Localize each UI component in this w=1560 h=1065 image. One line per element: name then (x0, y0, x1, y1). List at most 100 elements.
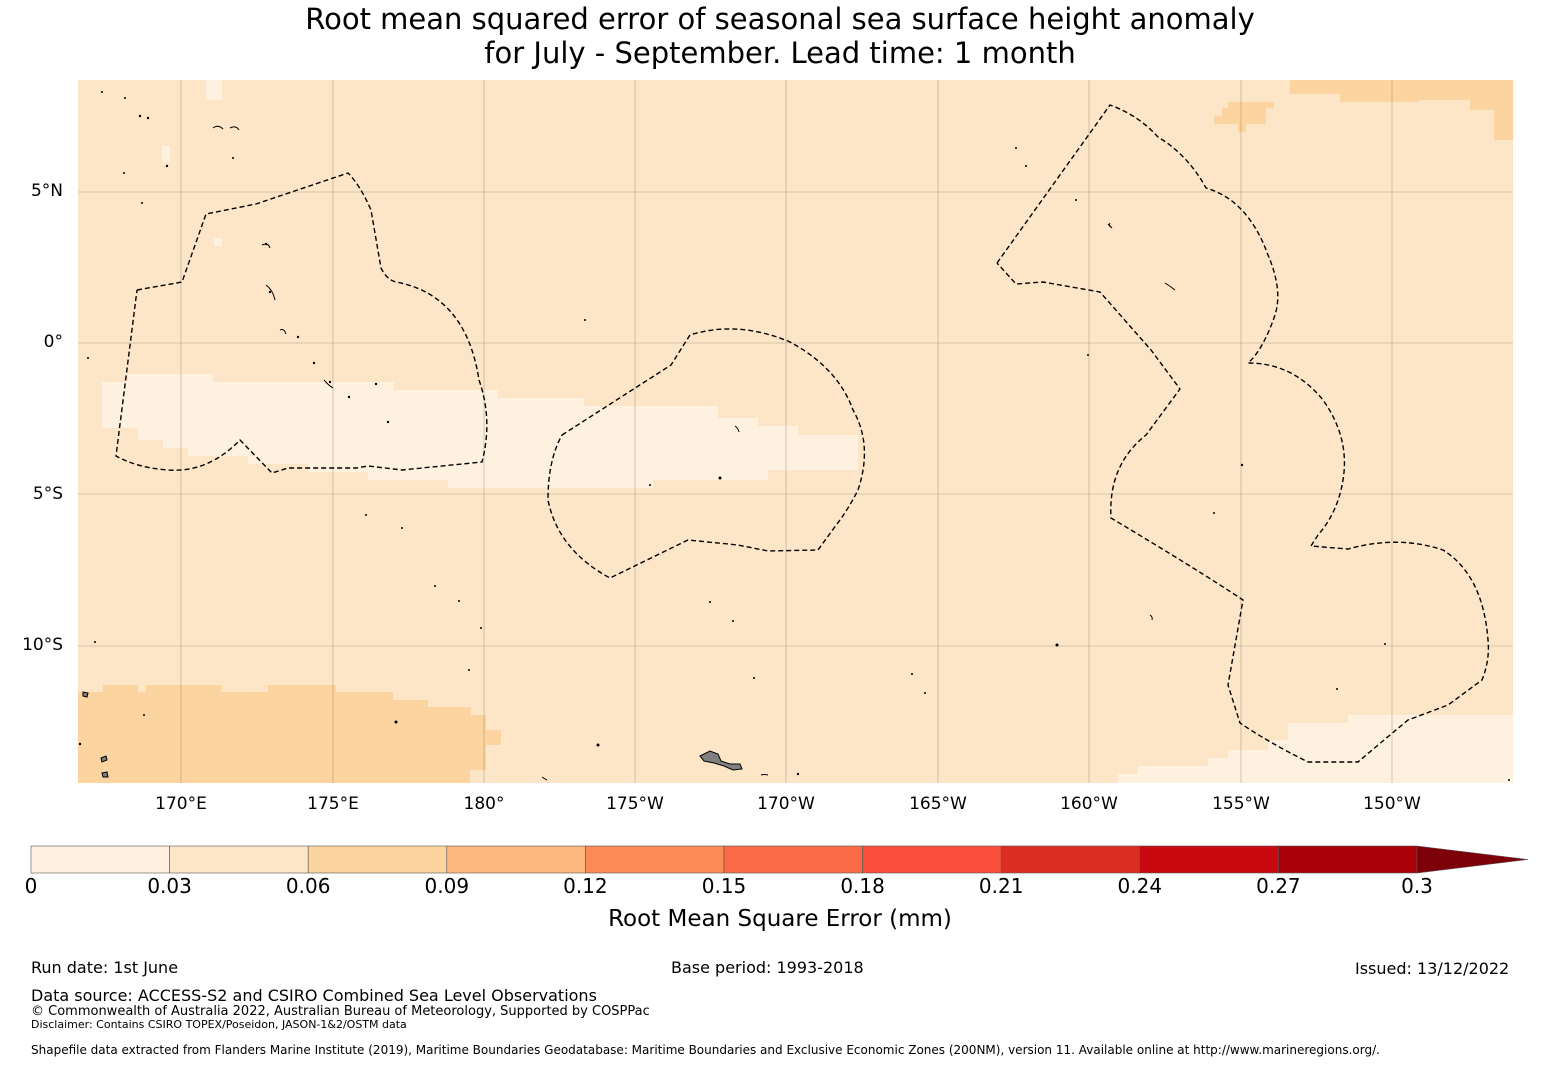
islet (468, 669, 470, 671)
field-pixel (206, 80, 222, 100)
islet (138, 114, 142, 118)
lat-label-5n: 5°N (30, 181, 63, 201)
islet (141, 202, 143, 204)
islet (264, 242, 268, 246)
copyright: © Commonwealth of Australia 2022, Austra… (31, 1004, 650, 1019)
atoll (734, 425, 740, 433)
islet (1075, 199, 1077, 201)
islet (365, 514, 367, 516)
islet (458, 600, 460, 602)
colorbar-tick-label: 0.3 (1401, 874, 1433, 898)
field-band-high-north-patch (1214, 102, 1274, 132)
lon-label-180: 180° (463, 794, 505, 814)
colorbar-segment (446, 845, 586, 874)
eez-east-boundary (996, 104, 1490, 763)
map-canvas (78, 80, 1513, 783)
islet (374, 382, 378, 386)
islet (312, 361, 316, 365)
colorbar-segment (1278, 845, 1418, 874)
islet (1240, 463, 1244, 467)
islet (1087, 354, 1089, 356)
islet (143, 714, 145, 716)
field-pixel (214, 238, 222, 246)
island (100, 755, 108, 763)
islet (709, 601, 711, 603)
islet (480, 627, 482, 629)
atoll (229, 126, 240, 131)
islet (347, 395, 351, 399)
islet (124, 97, 126, 99)
colorbar-segment (862, 845, 1002, 874)
field-band-low-west (102, 374, 858, 488)
title-line-2: for July - September. Lead time: 1 month (484, 36, 1076, 70)
islet (268, 290, 272, 294)
colorbar-tick-label: 0.09 (424, 874, 470, 898)
islet (165, 164, 169, 168)
island (101, 771, 109, 778)
islet (123, 172, 125, 174)
data-source: Data source: ACCESS-S2 and CSIRO Combine… (31, 986, 597, 1005)
small-islets (78, 91, 1510, 781)
lat-label-10s: 10°S (22, 635, 63, 655)
colorbar-tick-label: 0 (24, 874, 38, 898)
lon-label-175e: 175°E (307, 794, 359, 814)
map-title: Root mean squared error of seasonal sea … (0, 2, 1560, 70)
islet (1384, 643, 1386, 645)
lat-label-5s: 5°S (32, 484, 63, 504)
disclaimer: Disclaimer: Contains CSIRO TOPEX/Poseido… (31, 1018, 407, 1031)
islet (146, 116, 150, 120)
colorbar-segment (30, 845, 170, 874)
atoll (323, 379, 334, 389)
colorbar-segment (169, 845, 309, 874)
base-period: Base period: 1993-2018 (671, 958, 864, 977)
lon-label-170e: 170°E (155, 794, 207, 814)
colorbar-segment (307, 845, 448, 874)
land (82, 691, 743, 778)
colorbar-segment (723, 845, 863, 874)
field-band-high-southwest (78, 685, 501, 783)
samoa-island (699, 750, 743, 771)
islet (924, 692, 926, 694)
islet (87, 357, 89, 359)
map-panel[interactable] (78, 80, 1513, 783)
shapefile-credit: Shapefile data extracted from Flanders M… (31, 1043, 1380, 1057)
islet (78, 742, 82, 746)
islet (296, 335, 300, 339)
islet (1508, 779, 1510, 781)
lat-label-0: 0° (43, 332, 63, 352)
colorbar-tick-label: 0.24 (1117, 874, 1163, 898)
field-pixel (162, 146, 170, 162)
colorbar-tick-label: 0.03 (147, 874, 192, 898)
islet (796, 772, 800, 776)
islet (386, 420, 390, 424)
lon-label-150w: 150°W (1363, 794, 1421, 814)
issued-date: Issued: 13/12/2022 (1355, 959, 1510, 978)
title-line-1: Root mean squared error of seasonal sea … (305, 2, 1255, 36)
lon-label-170w: 170°W (757, 794, 815, 814)
graticule (78, 80, 1513, 783)
islet (1213, 512, 1215, 514)
atoll (1164, 282, 1176, 291)
islet (328, 380, 332, 384)
eez-west-boundary (115, 172, 488, 474)
islet (1015, 147, 1017, 149)
atoll (265, 284, 276, 301)
colorbar-tick-label: 0.12 (563, 874, 608, 898)
islet (401, 527, 403, 529)
islet (101, 91, 103, 93)
islet (232, 157, 234, 159)
islet (434, 585, 436, 587)
colorbar-tick-label: 0.06 (285, 874, 331, 898)
islet (394, 720, 398, 724)
island (82, 691, 89, 698)
colorbar (30, 845, 1529, 874)
colorbar-tick-label: 0.27 (1256, 874, 1301, 898)
islet (596, 743, 600, 747)
colorbar-segment (585, 845, 725, 874)
colorbar-extend-arrow (1416, 845, 1529, 874)
islet (649, 484, 651, 486)
colorbar-tick-label: 0.18 (840, 874, 885, 898)
colorbar-segment (1139, 845, 1279, 874)
atoll (541, 776, 548, 781)
eez-central-boundary (547, 328, 866, 579)
